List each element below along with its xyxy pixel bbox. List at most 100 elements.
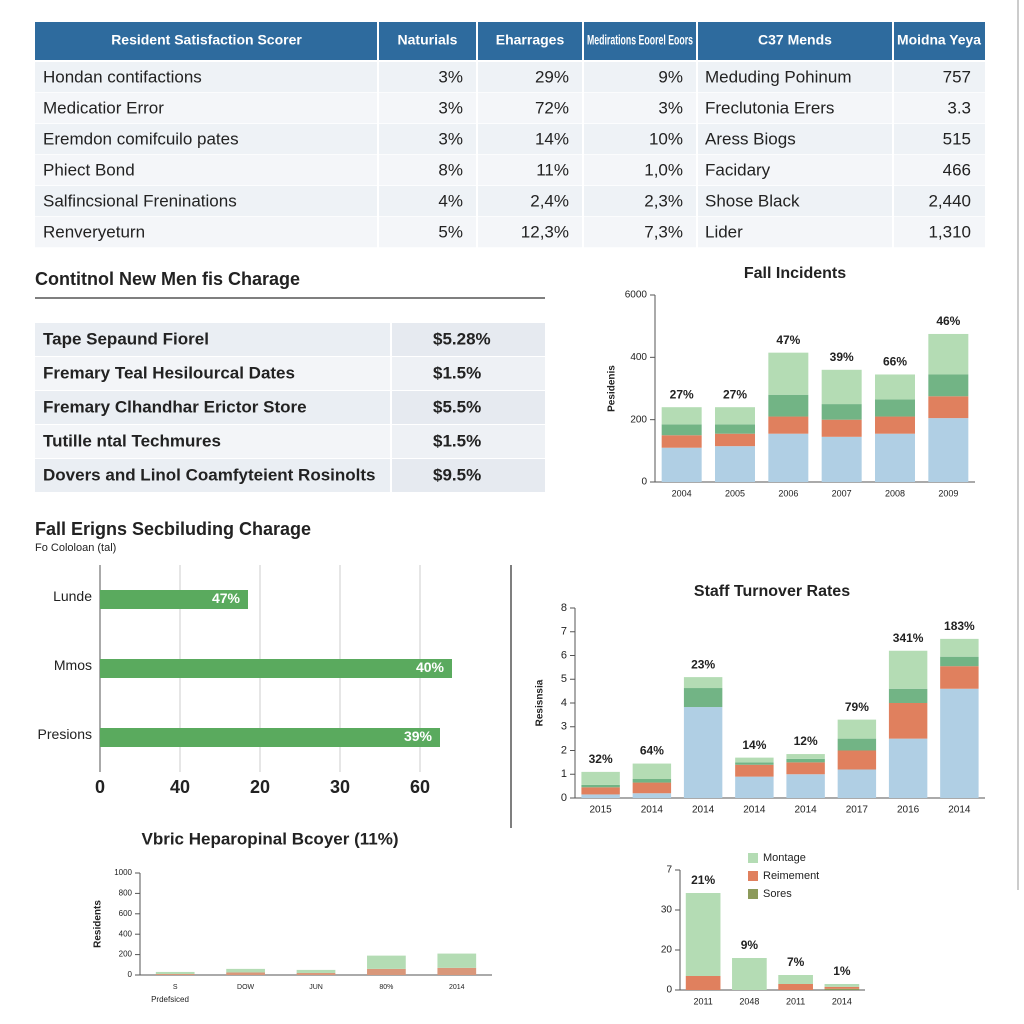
cost-label: Dovers and Linol Coamfyteient Rosinolts	[43, 465, 376, 484]
table-cell: 11%	[536, 160, 569, 179]
bar-segment	[821, 436, 862, 482]
bar-segment	[437, 967, 477, 975]
cost-label: Tape Sepaund Fiorel	[43, 329, 209, 348]
bar-segment	[786, 758, 825, 763]
x-tick-label: 40	[170, 777, 190, 797]
bar-segment	[632, 782, 672, 794]
table-row-bg	[35, 155, 985, 186]
bar-segment	[768, 433, 809, 482]
cost-row-bg	[392, 323, 545, 356]
table-cell: Eremdon comifcuilo pates	[43, 129, 239, 148]
table-cell: 7,3%	[644, 222, 683, 241]
cost-row-bg	[35, 391, 390, 424]
bar-segment	[581, 771, 620, 785]
bar-segment	[821, 419, 862, 437]
table-cell: Hondan contifactions	[43, 67, 202, 86]
bar-annotation: 32%	[589, 752, 613, 766]
bar-segment	[715, 446, 755, 482]
x-tick-label: 2006	[778, 488, 798, 498]
table-row-bg	[35, 62, 985, 93]
bar-segment	[155, 971, 195, 974]
bar-segment	[824, 988, 860, 990]
table-cell: 3%	[438, 67, 463, 86]
y-tick-label: 600	[119, 909, 133, 918]
bar-annotation: 9%	[741, 938, 759, 952]
x-tick-label: 2048	[739, 996, 759, 1006]
legend-label: Montage	[763, 852, 806, 864]
bar-segment	[367, 968, 406, 975]
table-cell: 2,4%	[530, 191, 569, 210]
category-label: Presions	[38, 726, 92, 742]
bar-annotation: 7%	[787, 955, 805, 969]
bar-segment	[837, 769, 877, 798]
bar-annotation: 39%	[830, 350, 854, 364]
table-header-cell: Medirations Eoorel Eoors	[587, 32, 693, 48]
x-tick-label: JUN	[309, 984, 323, 991]
x-tick-label: 2004	[672, 488, 692, 498]
bar-annotation: 79%	[845, 700, 869, 714]
x-tick-label: 2014	[692, 805, 715, 816]
table-cell: 515	[943, 129, 971, 148]
bar-segment	[632, 779, 672, 783]
bar-segment	[296, 969, 336, 973]
bar-segment	[875, 416, 915, 434]
category-label: Lunde	[53, 588, 92, 604]
table-cell: 2,440	[928, 191, 971, 210]
y-tick-label: 3	[561, 721, 567, 733]
bar-segment	[732, 958, 767, 990]
table-cell: Lider	[705, 222, 743, 241]
bar-segment	[786, 774, 825, 798]
cost-value: $9.5%	[433, 465, 481, 484]
bar-segment	[155, 973, 195, 975]
cost-value: $1.5%	[433, 431, 481, 450]
x-tick-label: 2005	[725, 488, 745, 498]
y-tick-label: 7	[666, 865, 672, 876]
x-tick-label: 2014	[743, 805, 766, 816]
table-row-bg	[35, 93, 985, 124]
bar-segment	[661, 407, 702, 425]
bar-segment	[940, 688, 979, 798]
y-tick-label: 20	[661, 945, 673, 956]
chart-title: Vbric Heparopinal Bcoyer (11%)	[142, 829, 399, 848]
bar-segment	[888, 703, 928, 739]
y-tick-label: 2	[561, 744, 567, 756]
table-cell: Freclutonia Erers	[705, 98, 834, 117]
x-tick-label: 2014	[795, 805, 818, 816]
x-tick-label: 2011	[786, 996, 805, 1006]
cost-row-bg	[392, 459, 545, 492]
bar-segment	[778, 984, 813, 990]
y-axis-label: Pesidenis	[607, 365, 618, 412]
table-cell: Medicatior Error	[43, 98, 164, 117]
bar-segment	[226, 968, 265, 973]
bar-annotation: 47%	[212, 590, 241, 606]
bar-segment	[928, 374, 969, 397]
bar-segment	[875, 374, 915, 400]
table-header-cell: Naturials	[398, 32, 458, 48]
table-cell: 3%	[438, 129, 463, 148]
table-header-cell: C37 Mends	[758, 32, 832, 48]
chart-title: Staff Turnover Rates	[694, 583, 850, 600]
bar-segment	[683, 688, 723, 708]
table-row-bg	[35, 186, 985, 217]
bar-segment	[661, 424, 702, 436]
bar-segment	[661, 435, 702, 448]
y-tick-label: 200	[119, 950, 133, 959]
y-tick-label: 7	[561, 626, 567, 638]
x-tick-label: 2014	[948, 805, 971, 816]
bar-segment	[768, 416, 809, 434]
x-tick-label: 0	[95, 777, 105, 797]
bar-segment	[888, 688, 928, 703]
table-cell: 3%	[438, 98, 463, 117]
bar-segment	[875, 399, 915, 417]
cost-row-bg	[392, 357, 545, 390]
y-tick-label: 0	[128, 970, 133, 979]
table-cell: 12,3%	[521, 222, 569, 241]
bar-annotation: 47%	[776, 333, 800, 347]
bar-annotation: 14%	[742, 738, 766, 752]
bar-segment	[661, 447, 702, 482]
table-header-cell: Eharrages	[496, 32, 565, 48]
bar	[100, 590, 248, 609]
table-cell: 29%	[535, 67, 569, 86]
cost-row-bg	[392, 391, 545, 424]
table-header-cell: Moidna Yeya	[897, 32, 981, 48]
